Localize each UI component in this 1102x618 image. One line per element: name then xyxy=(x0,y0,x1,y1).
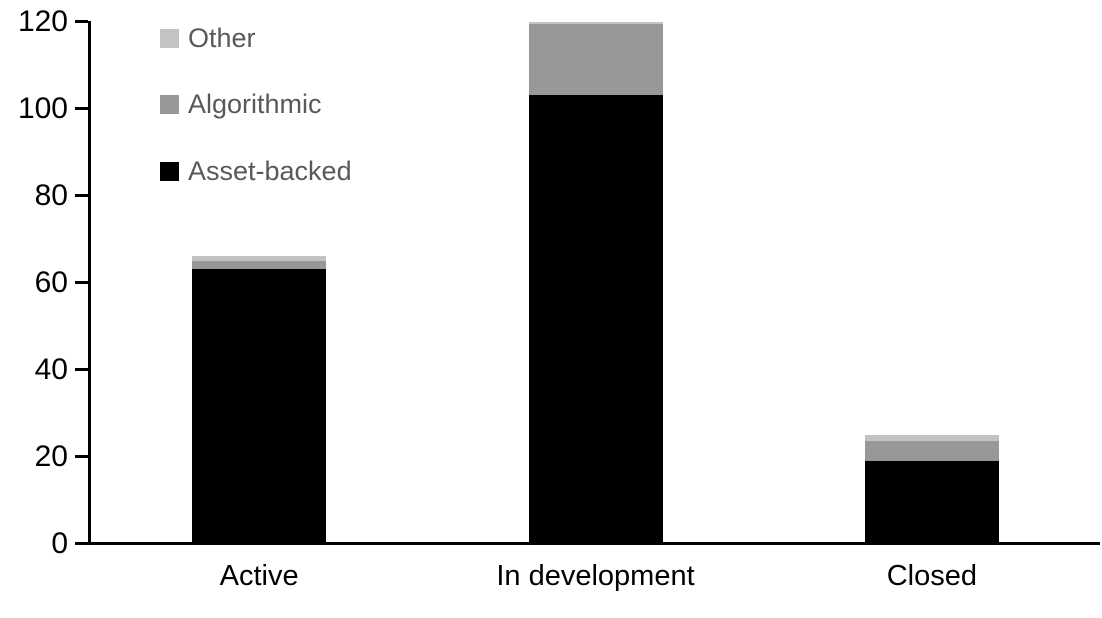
legend-label: Asset-backed xyxy=(188,155,352,186)
x-tick-label: Active xyxy=(219,560,299,592)
legend-item: Asset-backed xyxy=(160,155,352,187)
legend-swatch-algorithmic xyxy=(160,95,179,114)
y-axis-tick xyxy=(75,281,88,284)
legend-label: Algorithmic xyxy=(188,89,322,119)
bar-segment-algorithmic xyxy=(192,260,327,270)
y-axis-line xyxy=(88,20,91,545)
bar-segment-other xyxy=(528,21,663,24)
legend-swatch-asset-backed xyxy=(160,161,179,181)
bar-segment-other xyxy=(864,434,999,442)
bar-segment-algorithmic xyxy=(864,441,999,461)
bar-segment-other xyxy=(192,256,327,261)
y-tick-label: 40 xyxy=(34,352,68,386)
y-axis-tick xyxy=(75,368,88,371)
legend-swatch-other xyxy=(160,28,179,48)
x-tick-label: Closed xyxy=(886,560,977,592)
x-axis-line xyxy=(88,542,1100,545)
y-tick-label: 0 xyxy=(51,526,68,560)
bar-segment-asset-backed xyxy=(192,269,327,544)
y-axis-tick xyxy=(75,542,88,545)
y-tick-label: 100 xyxy=(17,91,68,125)
bar-segment-asset-backed xyxy=(528,95,663,544)
y-tick-label: 80 xyxy=(34,178,68,212)
y-axis-tick xyxy=(75,20,88,23)
legend-label: Other xyxy=(188,22,256,53)
bar-segment-asset-backed xyxy=(864,460,999,544)
y-tick-label: 120 xyxy=(17,4,68,38)
y-axis-tick xyxy=(75,455,88,458)
y-axis-tick xyxy=(75,194,88,197)
legend-item: Other xyxy=(160,22,256,54)
y-axis-tick xyxy=(75,107,88,110)
y-tick-label: 60 xyxy=(34,265,68,299)
x-tick-label: In development xyxy=(496,560,695,592)
y-tick-label: 20 xyxy=(34,439,68,473)
bar-segment-algorithmic xyxy=(528,23,663,96)
legend-item: Algorithmic xyxy=(160,89,322,121)
